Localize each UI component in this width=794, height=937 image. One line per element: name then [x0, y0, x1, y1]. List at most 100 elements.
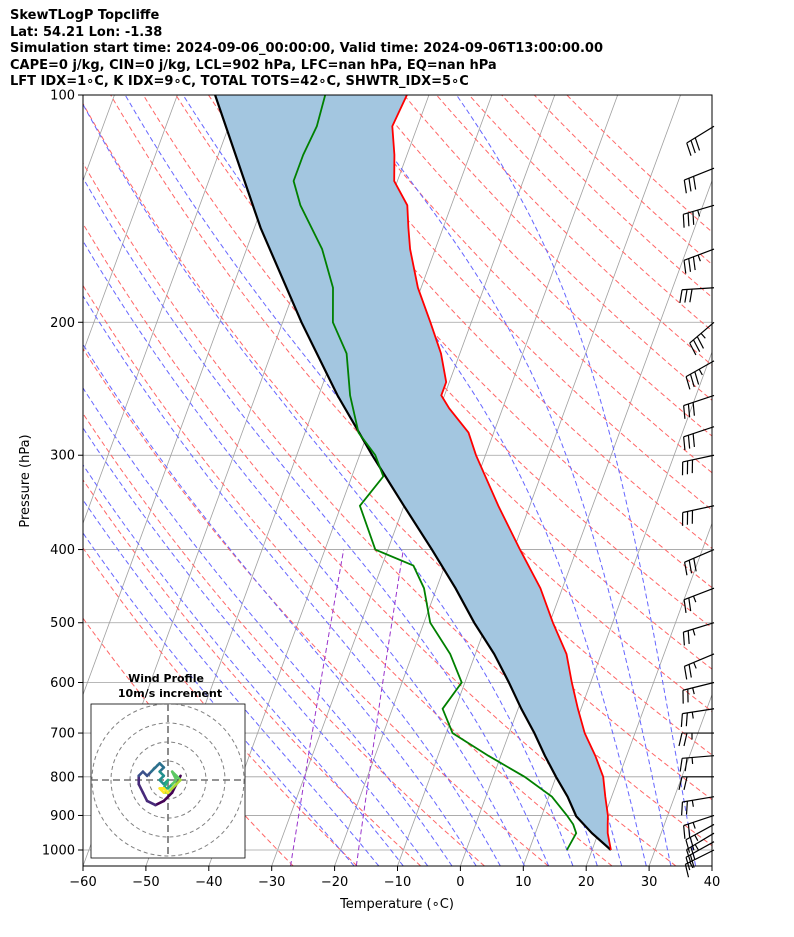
chart-header: SkewTLogP Topcliffe Lat: 54.21 Lon: -1.3… [10, 8, 603, 91]
wind-barb-flag [687, 403, 691, 418]
dry-adiabat [501, 95, 712, 298]
y-tick-label: 800 [50, 770, 75, 785]
wind-barb-flag [678, 732, 683, 747]
wind-barb-flag [683, 776, 688, 790]
wind-barb-flag [687, 630, 690, 645]
wind-barb-half-flag [691, 800, 694, 807]
wind-barb-shaft [683, 248, 715, 261]
wind-barb-half-flag [691, 757, 694, 765]
wind-barb-flag [685, 849, 692, 863]
wind-barb [683, 248, 715, 274]
wind-barb [685, 841, 715, 871]
hodograph-segment [162, 791, 174, 803]
hodograph-segment [154, 799, 166, 807]
isotherm-line [83, 95, 304, 696]
wind-barb-shaft [682, 505, 715, 514]
x-tick-label: −10 [384, 875, 411, 890]
wind-barb-flag [682, 214, 685, 228]
wind-barb [681, 796, 715, 816]
y-tick-label: 600 [50, 676, 75, 691]
wind-barb [683, 426, 715, 451]
location-line: Lat: 54.21 Lon: -1.38 [10, 24, 163, 40]
isotherm-line [585, 522, 712, 866]
wind-barb-flag [685, 857, 691, 871]
dry-adiabat [305, 95, 712, 511]
wind-barb-shaft [683, 426, 715, 438]
wind-barb-half-flag [689, 861, 694, 869]
wind-barb-flag [689, 289, 693, 303]
wind-barb-flag [685, 712, 688, 727]
wind-barb [681, 505, 715, 526]
wind-barb-flag [692, 339, 701, 352]
moist-adiabat [83, 387, 453, 866]
x-tick-label: 10 [515, 875, 532, 890]
chart-title: SkewTLogP Topcliffe [10, 8, 160, 23]
wind-barb-flag [678, 776, 683, 790]
dry-adiabat [468, 95, 712, 332]
wind-barb [683, 814, 715, 839]
wind-barb-flag [679, 289, 683, 303]
wind-barb-shaft [682, 755, 715, 759]
moist-adiabat [83, 176, 550, 866]
cape-line: CAPE=0 j/kg, CIN=0 j/kg, LCL=902 hPa, LF… [10, 57, 497, 73]
wind-barb-flag [683, 825, 686, 839]
wind-barb-shaft [684, 167, 715, 181]
wind-barb-flag [688, 560, 693, 574]
wind-barb-shaft [683, 587, 715, 601]
wind-barb-shaft [685, 360, 715, 378]
wind-barb-half-flag [694, 834, 699, 841]
wind-barb [682, 622, 715, 646]
wind-barb-half-flag [692, 629, 696, 636]
wind-barb-flag [683, 436, 686, 451]
wind-barb [683, 549, 715, 576]
moist-adiabat [83, 532, 355, 866]
wind-barb-shaft [682, 287, 715, 291]
wind-barb-flag [683, 260, 687, 274]
y-tick-label: 900 [50, 809, 75, 824]
dry-adiabat [83, 412, 485, 866]
moist-adiabat [83, 464, 404, 866]
isotherm-line [83, 95, 241, 525]
wind-barb-flag [688, 258, 692, 272]
dry-adiabat [436, 95, 712, 366]
wind-barb-shaft [689, 321, 715, 344]
y-tick-label: 300 [50, 449, 75, 464]
wind-barb-flag [694, 137, 701, 151]
x-tick-label: −20 [321, 875, 348, 890]
temperature-line [391, 95, 612, 851]
wind-barb-shaft [683, 394, 715, 407]
mixing-ratio-line [355, 549, 404, 866]
y-tick-label: 400 [50, 543, 75, 558]
hodograph-segment [145, 799, 157, 807]
wind-barb-shaft [686, 832, 715, 851]
wind-barb [685, 832, 715, 863]
wind-barb-shaft [682, 796, 715, 803]
isotherm-line [208, 95, 493, 866]
isotherm-line [711, 864, 712, 866]
wind-barb-flag [683, 599, 687, 613]
dry-adiabat [371, 95, 712, 437]
wind-barb [682, 204, 715, 228]
indices-line: LFT IDX=1∘C, K IDX=9∘C, TOTAL TOTS=42∘C,… [10, 74, 469, 90]
wind-barb-shaft [685, 841, 715, 858]
wind-barb [685, 823, 715, 853]
x-tick-label: −60 [69, 875, 96, 890]
isotherm-line [648, 693, 712, 866]
wind-barb-flag [679, 758, 683, 772]
wind-barb-flag [683, 732, 688, 747]
wind-barb-flag [687, 823, 691, 838]
moist-adiabat [83, 239, 525, 866]
dry-adiabat [566, 95, 712, 233]
hodograph-inset: Wind Profile 10m/s increment [90, 672, 246, 859]
dry-adiabat [338, 95, 712, 474]
wind-barb [681, 454, 715, 476]
wind-barb-flag [687, 212, 690, 227]
wind-barb-flag [692, 433, 695, 447]
wind-barb-flag [683, 562, 688, 576]
wind-barb-flag [688, 664, 692, 678]
wind-barb-flag [683, 179, 687, 194]
wind-barb [679, 287, 715, 303]
hodograph-segment [162, 787, 170, 794]
wind-barb [689, 321, 715, 356]
